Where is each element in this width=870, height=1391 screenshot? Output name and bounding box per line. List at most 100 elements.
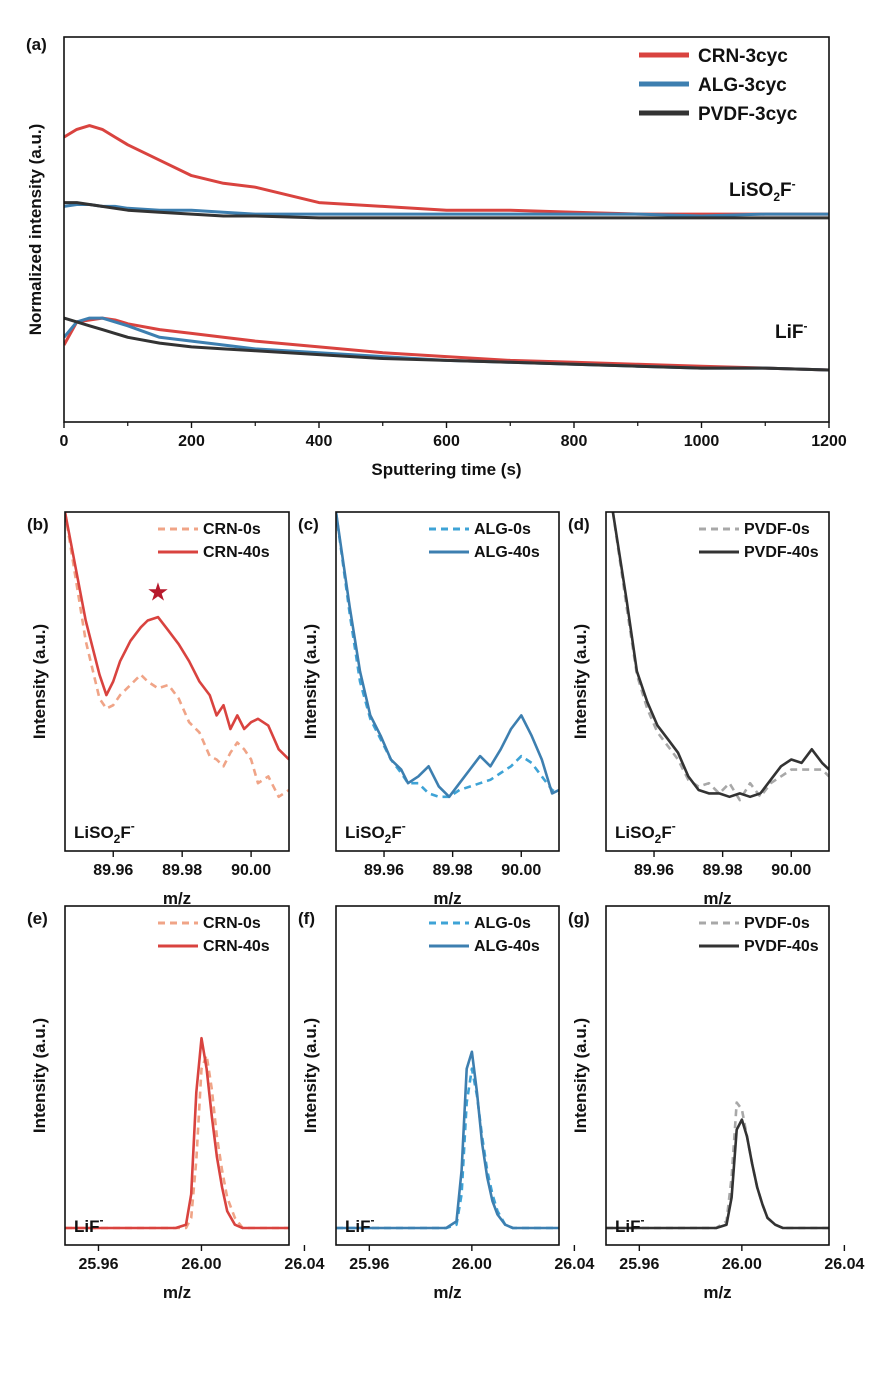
x-tick-label: 800 bbox=[561, 433, 588, 450]
panel-label: (g) bbox=[568, 909, 590, 928]
panel-label: (e) bbox=[27, 909, 48, 928]
series-line-2 bbox=[65, 512, 289, 761]
legend-label: CRN-0s bbox=[203, 521, 261, 538]
series-line-1 bbox=[611, 512, 829, 802]
legend-label: CRN-0s bbox=[203, 915, 261, 932]
axes-frame bbox=[605, 511, 830, 852]
legend-label: ALG-40s bbox=[474, 938, 540, 955]
plot-area bbox=[611, 512, 829, 802]
annotation-species: LiSO2F- bbox=[615, 819, 676, 846]
legend-label: ALG-0s bbox=[474, 521, 531, 538]
annotation-species: LiSO2F- bbox=[74, 819, 135, 846]
axes-frame bbox=[64, 905, 290, 1246]
x-tick-label: 89.96 bbox=[634, 862, 674, 879]
legend-label: ALG-40s bbox=[474, 544, 540, 561]
y-axis-label: Intensity (a.u.) bbox=[571, 1018, 590, 1133]
x-axis-label: m/z bbox=[433, 1283, 461, 1302]
panel-e: 25.96 26.00 26.04 m/z Intensity (a.u.) (e) CRN… bbox=[27, 905, 325, 1302]
y-axis-label: Intensity (a.u.) bbox=[301, 624, 320, 739]
x-axis-label: m/z bbox=[163, 889, 191, 908]
series-line-2 bbox=[65, 1036, 289, 1230]
x-tick-label: 200 bbox=[178, 433, 205, 450]
x-tick-label: 600 bbox=[433, 433, 460, 450]
panel-c: 89.96 89.98 90.00 m/z Intensity (a.u.) (c) ALG… bbox=[298, 511, 560, 908]
series-line-2 bbox=[611, 512, 829, 799]
x-tick-label: 89.98 bbox=[162, 862, 202, 879]
series-line-1 bbox=[606, 1101, 829, 1230]
annotation-species: LiF- bbox=[74, 1213, 104, 1236]
series-line-3 bbox=[64, 201, 829, 220]
y-axis-label: Intensity (a.u.) bbox=[301, 1018, 320, 1133]
panel-label: (d) bbox=[568, 515, 590, 534]
legend-label: CRN-40s bbox=[203, 544, 270, 561]
x-tick-label: 90.00 bbox=[501, 862, 541, 879]
panel-d: 89.96 89.98 90.00 m/z Intensity (a.u.) (d) PVD… bbox=[568, 511, 830, 908]
series-line-6 bbox=[64, 316, 829, 372]
x-axis-label: m/z bbox=[703, 1283, 731, 1302]
panel-label: (a) bbox=[26, 35, 47, 54]
plot-area bbox=[336, 512, 559, 799]
plot-area bbox=[336, 1050, 559, 1230]
x-tick-label: 89.96 bbox=[364, 862, 404, 879]
legend-label: PVDF-40s bbox=[744, 938, 819, 955]
x-axis-label: m/z bbox=[433, 889, 461, 908]
x-tick-label: 26.00 bbox=[452, 1256, 492, 1273]
legend-label: PVDF-0s bbox=[744, 915, 810, 932]
x-tick-label: 1000 bbox=[684, 433, 720, 450]
x-tick-label: 1200 bbox=[811, 433, 847, 450]
annotation-lif: LiF- bbox=[775, 319, 808, 343]
axes-frame bbox=[335, 905, 560, 1246]
plot-area bbox=[65, 1036, 289, 1230]
panel-g: 25.96 26.00 26.04 m/z Intensity (a.u.) (g) PVD… bbox=[568, 905, 864, 1302]
x-tick-label: 89.96 bbox=[93, 862, 133, 879]
x-tick-label: 90.00 bbox=[771, 862, 811, 879]
legend-label: ALG-3cyc bbox=[698, 75, 787, 96]
series-line-2 bbox=[336, 1050, 559, 1230]
series-line-1 bbox=[64, 124, 829, 216]
x-tick-label: 90.00 bbox=[231, 862, 271, 879]
y-axis-label: Intensity (a.u.) bbox=[571, 624, 590, 739]
annotation-species: LiF- bbox=[345, 1213, 375, 1236]
x-tick-label: 89.98 bbox=[433, 862, 473, 879]
x-axis-label: Sputtering time (s) bbox=[371, 460, 521, 479]
panel-a: 0 200 400 600 800 1000 1200 Sputtering time (s)… bbox=[26, 35, 847, 479]
series-line-2 bbox=[336, 512, 559, 799]
y-axis-label: Intensity (a.u.) bbox=[30, 624, 49, 739]
axes-frame bbox=[64, 511, 290, 852]
x-tick-label: 25.96 bbox=[78, 1256, 118, 1273]
plot-area bbox=[606, 1101, 829, 1230]
x-tick-label: 26.04 bbox=[824, 1256, 864, 1273]
star-marker: ★ bbox=[148, 580, 168, 605]
series-line-1 bbox=[65, 512, 289, 799]
x-tick-label: 25.96 bbox=[349, 1256, 389, 1273]
annotation-species: LiSO2F- bbox=[345, 819, 406, 846]
y-axis-label: Intensity (a.u.) bbox=[30, 1018, 49, 1133]
axes-frame bbox=[605, 905, 830, 1246]
panel-label: (b) bbox=[27, 515, 49, 534]
x-tick-label: 89.98 bbox=[703, 862, 743, 879]
legend-label: PVDF-40s bbox=[744, 544, 819, 561]
legend-label: CRN-40s bbox=[203, 938, 270, 955]
x-tick-label: 26.00 bbox=[722, 1256, 762, 1273]
x-tick-label: 26.04 bbox=[284, 1256, 324, 1273]
series-line-1 bbox=[65, 1053, 289, 1230]
panel-f: 25.96 26.00 26.04 m/z Intensity (a.u.) (f) ALG… bbox=[298, 905, 594, 1302]
y-axis-label: Normalized intensity (a.u.) bbox=[26, 124, 45, 336]
series-line-2 bbox=[606, 1118, 829, 1230]
panel-label: (c) bbox=[298, 515, 319, 534]
x-axis-label: m/z bbox=[163, 1283, 191, 1302]
plot-area bbox=[65, 512, 289, 799]
x-tick-label: 0 bbox=[60, 433, 69, 450]
x-tick-label: 25.96 bbox=[619, 1256, 659, 1273]
x-axis-label: m/z bbox=[703, 889, 731, 908]
annotation-liso2f: LiSO2F- bbox=[729, 177, 796, 204]
x-tick-label: 400 bbox=[306, 433, 333, 450]
legend-label: ALG-0s bbox=[474, 915, 531, 932]
legend-label: PVDF-0s bbox=[744, 521, 810, 538]
legend-label: PVDF-3cyc bbox=[698, 104, 798, 125]
plot-area bbox=[64, 124, 829, 372]
x-tick-label: 26.00 bbox=[181, 1256, 221, 1273]
annotation-species: LiF- bbox=[615, 1213, 645, 1236]
series-line-1 bbox=[336, 1067, 559, 1230]
